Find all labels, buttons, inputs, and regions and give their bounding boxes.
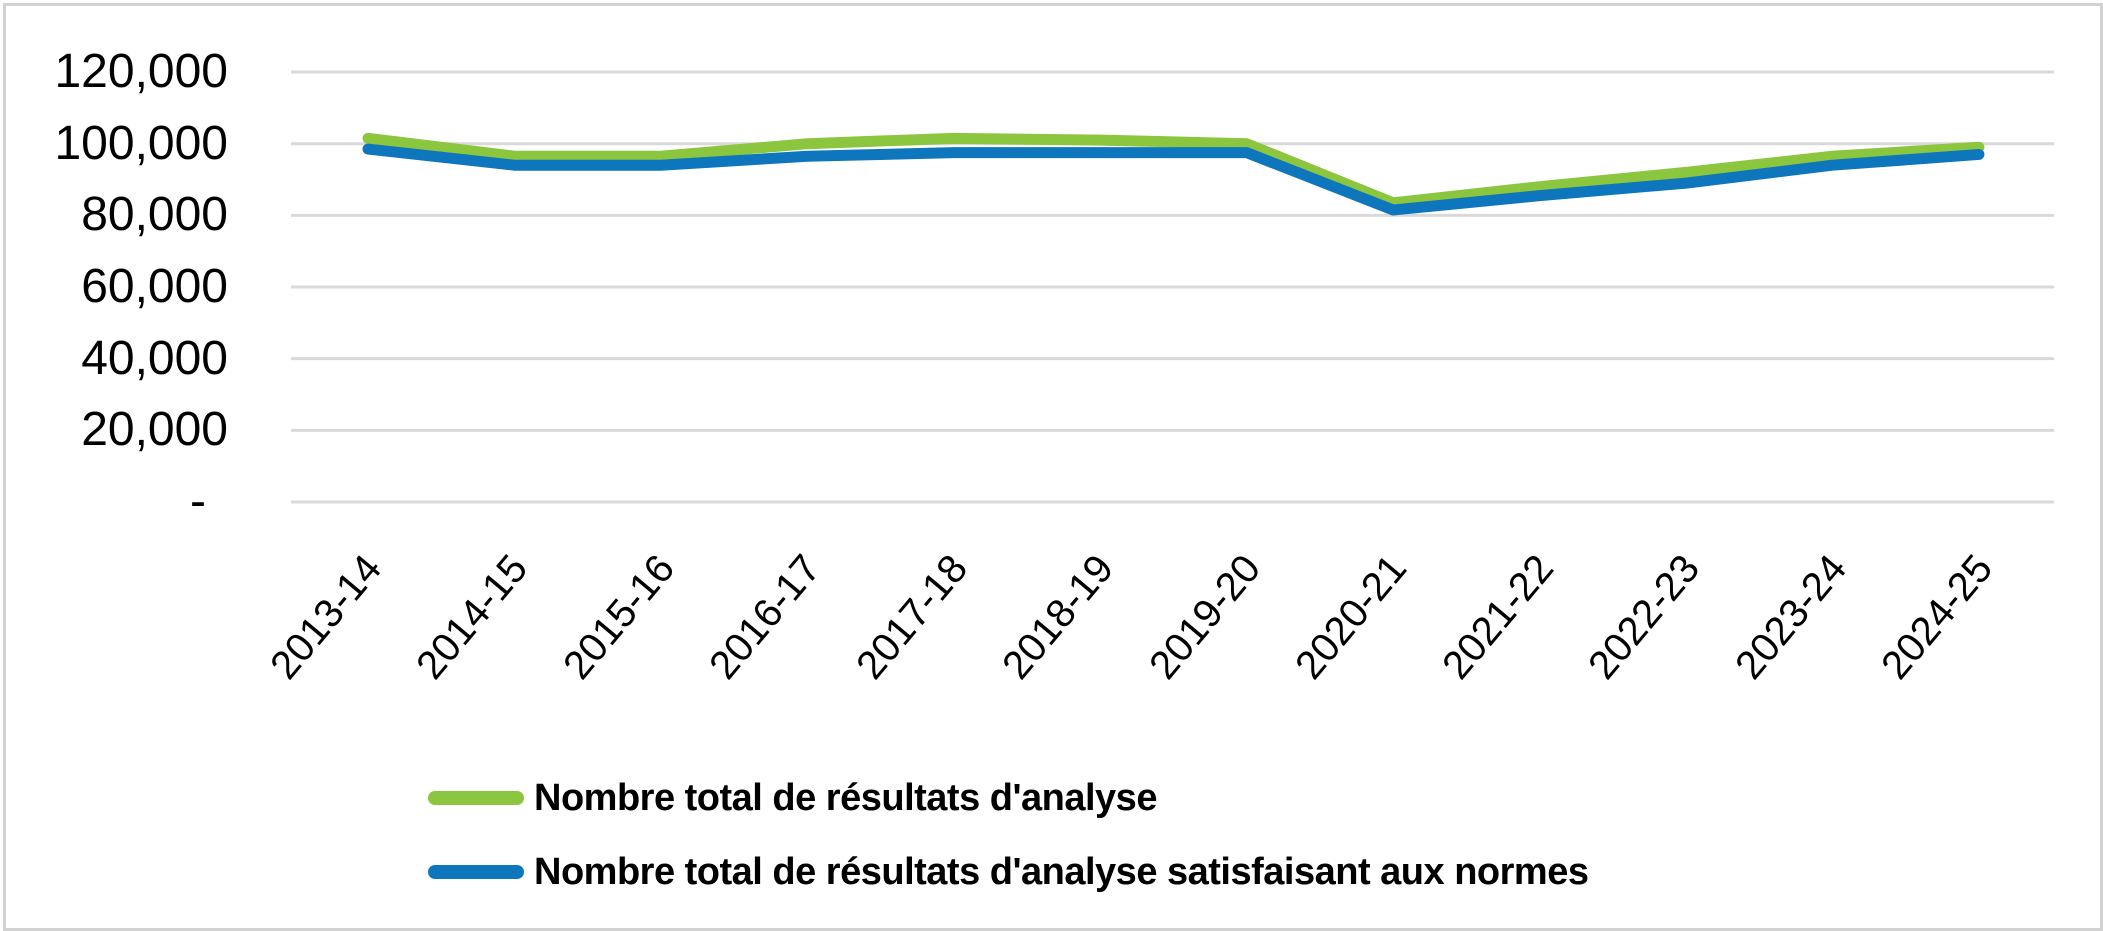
y-tick-label: - xyxy=(190,475,206,528)
chart-frame: 120,000 100,000 80,000 60,000 40,000 20,000- … xyxy=(3,3,2103,931)
series-line-1 xyxy=(362,143,1985,216)
legend-label: Nombre total de résultats d'analyse sati… xyxy=(534,850,1589,893)
series-line-0 xyxy=(362,132,1985,209)
line-chart: 120,000 100,000 80,000 60,000 40,000 20,000- … xyxy=(6,6,2100,928)
legend-item: Nombre total de résultats d'analyse sati… xyxy=(428,846,1589,898)
legend: Nombre total de résultats d'analyse Nombr… xyxy=(428,772,1589,920)
y-tick-label: 100,000 xyxy=(54,116,228,170)
y-tick-label: 40,000 xyxy=(81,331,228,385)
legend-label: Nombre total de résultats d'analyse xyxy=(534,776,1157,819)
legend-swatch xyxy=(428,865,524,879)
legend-item: Nombre total de résultats d'analyse xyxy=(428,772,1588,824)
legend-swatch xyxy=(428,791,524,805)
y-tick-label: 60,000 xyxy=(81,260,228,314)
y-tick-label: 120,000 xyxy=(54,45,228,99)
y-tick-label: 20,000 xyxy=(81,403,228,457)
plot-area xyxy=(291,70,2054,504)
y-tick-label: 80,000 xyxy=(81,188,228,242)
